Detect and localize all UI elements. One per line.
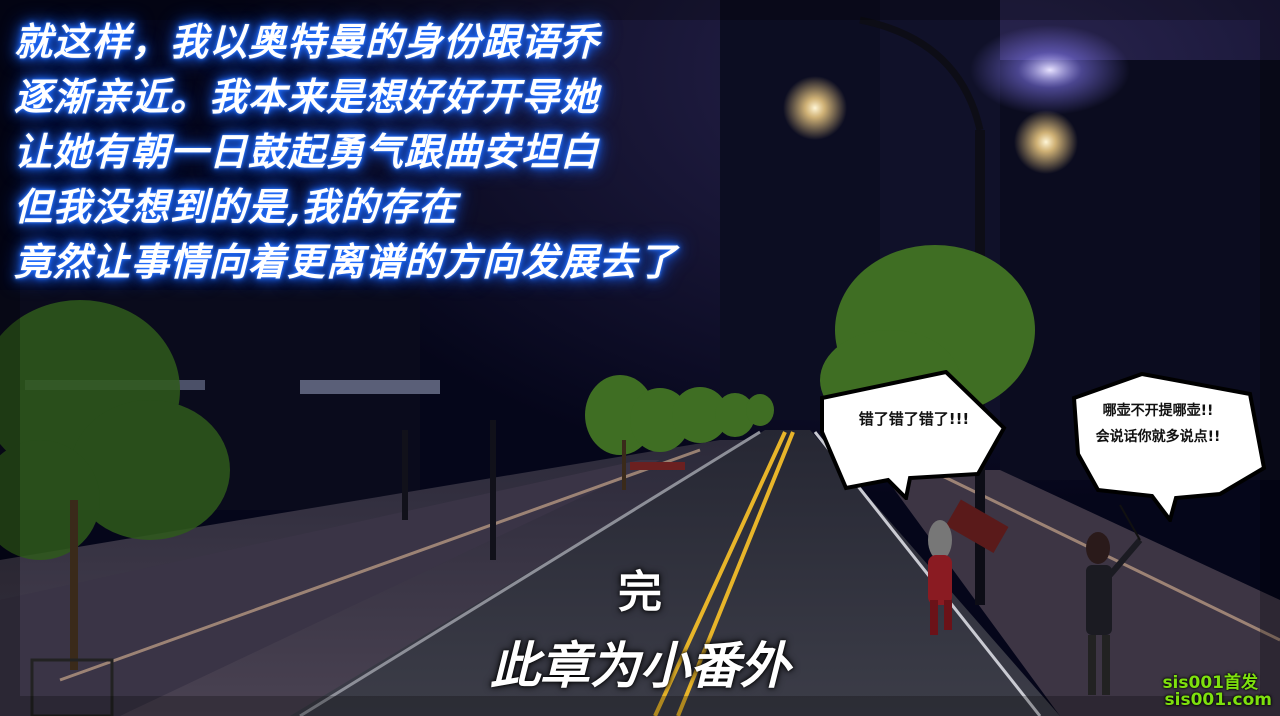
narration-line: 但我没想到的是,我的存在 bbox=[14, 184, 458, 229]
speech-bubble-text: 错了错了错了!!! bbox=[858, 410, 970, 428]
narration-line: 竟然让事情向着更离谱的方向发展去了 bbox=[14, 239, 678, 284]
narration-text: 就这样，我以奥特曼的身份跟语乔 逐渐亲近。我本来是想好好开导她 让她有朝一日鼓起… bbox=[14, 14, 677, 289]
speech-bubble-text: 哪壶不开提哪壶!! 会说话你就多说点!! bbox=[1070, 398, 1246, 450]
hero-figure bbox=[928, 520, 952, 635]
narration-line: 就这样，我以奥特曼的身份跟语乔 bbox=[14, 19, 600, 64]
speech-line: 会说话你就多说点!! bbox=[1095, 429, 1221, 445]
narration-line: 逐渐亲近。我本来是想好好开导她 bbox=[14, 74, 600, 119]
end-subtitle: 此章为小番外 bbox=[490, 636, 790, 695]
speech-bubble-left: 错了错了错了!!! bbox=[818, 370, 1010, 500]
speech-bubble-right: 哪壶不开提哪壶!! 会说话你就多说点!! bbox=[1070, 372, 1270, 522]
end-mark: 完 bbox=[618, 567, 662, 618]
speech-bubble-shape bbox=[820, 370, 1007, 500]
speech-line: 哪壶不开提哪壶!! bbox=[1102, 403, 1214, 419]
watermark-line: sis001.com bbox=[1164, 690, 1272, 710]
watermark-line: sis001首发 bbox=[1162, 673, 1258, 693]
speech-bubble-shape bbox=[1071, 372, 1267, 522]
narration-line: 让她有朝一日鼓起勇气跟曲安坦白 bbox=[14, 129, 600, 174]
